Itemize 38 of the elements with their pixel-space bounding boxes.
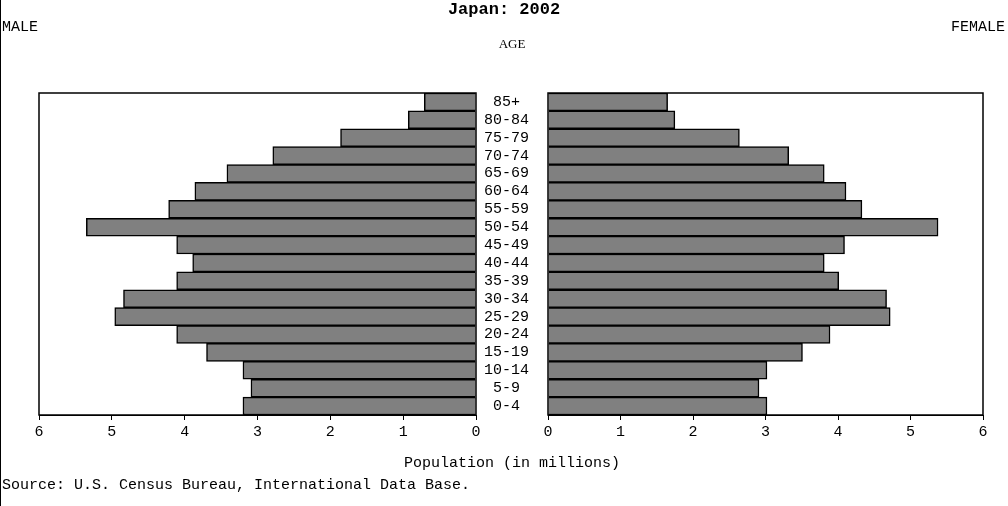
- y-tick-label: 80-84: [484, 111, 530, 129]
- x-tick-label: 4: [180, 423, 190, 441]
- y-tick-label: 55-59: [484, 201, 530, 219]
- y-axis-title: AGE: [498, 36, 526, 52]
- x-tick-label: 5: [107, 423, 117, 441]
- y-tick-label: 85+: [493, 93, 521, 111]
- text: FEMALE: [950, 19, 1005, 36]
- x-tick-label: 3: [252, 423, 263, 441]
- y-tick-label: 35-39: [484, 272, 530, 290]
- x-tick-label: 4: [833, 423, 843, 441]
- x-tick-label: 3: [760, 423, 771, 441]
- y-tick-label: 70-74: [484, 147, 530, 165]
- chart-title: Japan: 2002: [447, 0, 561, 19]
- x-tick-label: 5: [905, 423, 916, 441]
- y-tick-label: 20-24: [484, 326, 530, 344]
- x-tick-label: 1: [615, 423, 626, 441]
- x-tick-label: 0: [471, 423, 481, 441]
- y-tick-label: 5-9: [493, 380, 521, 398]
- y-tick-label: 10-14: [484, 362, 530, 380]
- y-tick-label: 15-19: [484, 344, 530, 362]
- source-note: Source: U.S. Census Bureau, International Data Base.: [2, 477, 471, 494]
- y-tick-label: 30-34: [484, 290, 530, 308]
- y-tick-label: 0-4: [493, 398, 521, 416]
- y-tick-label: 45-49: [484, 237, 530, 255]
- y-tick-label: 65-69: [484, 165, 530, 183]
- y-tick-label: 75-79: [484, 129, 530, 147]
- y-tick-label: 60-64: [484, 183, 530, 201]
- x-tick-label: 6: [34, 423, 44, 441]
- text: MALE: [2, 19, 39, 36]
- y-tick-label: 25-29: [484, 308, 530, 326]
- x-tick-label: 1: [398, 423, 408, 441]
- x-tick-label: 2: [688, 423, 698, 441]
- y-tick-label: 50-54: [484, 219, 530, 237]
- x-axis-title: Population (in millions): [403, 455, 621, 472]
- x-tick-label: 6: [978, 423, 988, 441]
- x-tick-label: 2: [325, 423, 335, 441]
- y-tick-label: 40-44: [484, 254, 530, 272]
- x-tick-label: 0: [543, 423, 553, 441]
